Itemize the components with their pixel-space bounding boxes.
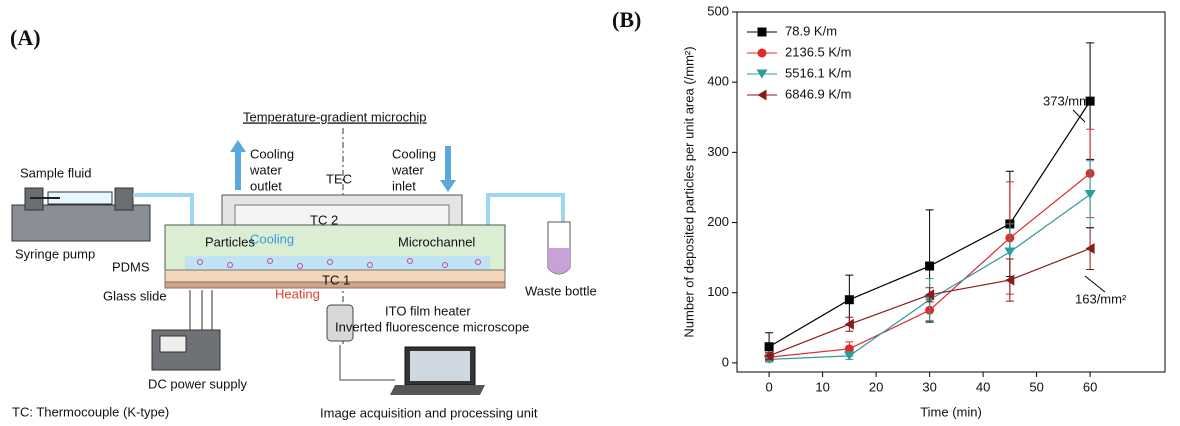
microchannel — [185, 256, 490, 270]
marker — [844, 318, 854, 330]
pump-block — [114, 187, 134, 211]
label: Microchannel — [398, 234, 475, 249]
x-tick-label: 40 — [976, 379, 990, 394]
legend-marker — [757, 27, 767, 37]
wires — [189, 290, 213, 330]
marker — [844, 344, 854, 354]
marker — [764, 342, 774, 352]
label: Sample fluid — [20, 165, 92, 180]
y-tick-label: 300 — [707, 144, 729, 159]
label: water — [391, 162, 424, 177]
label: Cooling — [250, 146, 294, 161]
label: Cooling — [392, 146, 436, 161]
y-tick-label: 400 — [707, 74, 729, 89]
x-axis-label: Time (min) — [920, 404, 982, 419]
annotation-arrow — [1072, 109, 1086, 123]
marker — [1084, 189, 1096, 199]
marker — [764, 350, 774, 362]
annotation-arrow — [1084, 275, 1106, 293]
marker — [1085, 96, 1095, 106]
label: outlet — [250, 178, 282, 193]
meter — [159, 335, 187, 353]
legend-marker — [756, 69, 768, 79]
diagram: Temperature-gradient microchip Sample fl… — [11, 109, 597, 420]
arrow-head — [230, 140, 246, 152]
annotation: 373/mm² — [1043, 93, 1095, 108]
panel-label: (A) — [10, 25, 41, 50]
plot-frame — [736, 11, 1166, 373]
label: ITO film heater — [385, 303, 471, 318]
legend-label: 6846.9 K/m — [785, 86, 852, 101]
arrow-head — [440, 180, 456, 192]
legend-marker — [757, 89, 767, 101]
label: Waste bottle — [525, 283, 597, 298]
label: Cooling — [250, 231, 294, 246]
marker — [1085, 242, 1095, 254]
label: inlet — [392, 178, 416, 193]
y-tick-label: 100 — [707, 284, 729, 299]
label: Inverted fluorescence microscope — [335, 319, 529, 334]
label: Particles — [205, 234, 255, 249]
label: PDMS — [112, 259, 150, 274]
panel-label: (B) — [612, 7, 641, 32]
marker — [1004, 247, 1016, 257]
tubing — [486, 193, 565, 240]
diagram-title: Temperature-gradient microchip — [243, 109, 427, 124]
legend-marker — [757, 48, 767, 58]
annotation: 163/mm² — [1075, 291, 1127, 306]
waste-liquid — [548, 248, 570, 274]
label: TC: Thermocouple (K-type) — [12, 404, 169, 419]
marker — [925, 289, 935, 301]
label: Syringe pump — [15, 246, 95, 261]
label: TC 1 — [322, 272, 350, 287]
y-tick-label: 200 — [707, 214, 729, 229]
screen — [410, 351, 470, 381]
label: Heating — [275, 286, 320, 301]
microscope — [326, 304, 354, 342]
legend-label: 5516.1 K/m — [785, 65, 852, 80]
x-tick-label: 0 — [765, 379, 772, 394]
label: DC power supply — [148, 376, 247, 391]
label: water — [249, 162, 282, 177]
x-tick-label: 60 — [1083, 379, 1097, 394]
marker — [1005, 274, 1015, 286]
legend-label: 78.9 K/m — [785, 23, 837, 38]
marker — [844, 295, 854, 305]
label: Glass slide — [103, 288, 167, 303]
ito-heater — [164, 281, 506, 289]
y-axis-label: Number of deposited particles per unit a… — [681, 46, 696, 337]
x-tick-label: 50 — [1029, 379, 1043, 394]
x-tick-label: 20 — [869, 379, 883, 394]
marker — [843, 351, 855, 361]
particles — [197, 258, 481, 269]
laptop-base — [390, 385, 485, 395]
label: TEC — [326, 171, 352, 186]
y-tick-label: 0 — [722, 354, 729, 369]
cable — [339, 345, 395, 381]
label: Image acquisition and processing unit — [320, 405, 538, 420]
label: TC 2 — [310, 212, 338, 227]
marker — [925, 261, 935, 271]
tec-inner — [234, 204, 450, 226]
x-tick-label: 30 — [922, 379, 936, 394]
x-tick-label: 10 — [815, 379, 829, 394]
pump-body — [11, 204, 151, 242]
y-tick-label: 500 — [707, 3, 729, 18]
legend-label: 2136.5 K/m — [785, 44, 852, 59]
